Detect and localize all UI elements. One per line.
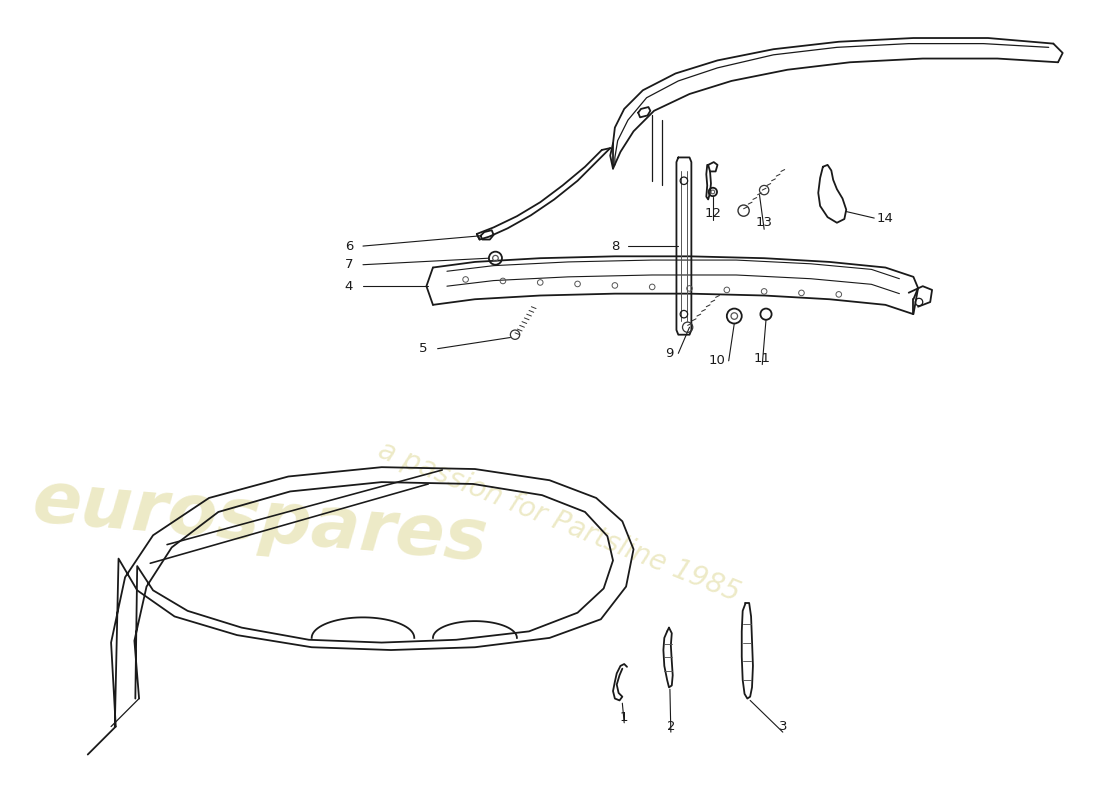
Text: 3: 3	[779, 720, 786, 733]
Text: 1: 1	[620, 710, 628, 724]
Text: 5: 5	[419, 342, 428, 355]
Text: 2: 2	[667, 720, 675, 733]
Text: 8: 8	[610, 239, 619, 253]
Text: 13: 13	[756, 216, 772, 230]
Text: 6: 6	[344, 239, 353, 253]
Text: 10: 10	[710, 354, 726, 367]
Text: 11: 11	[754, 351, 771, 365]
Text: 4: 4	[344, 280, 353, 293]
Text: a passion for Partsline 1985: a passion for Partsline 1985	[374, 436, 744, 607]
Text: 7: 7	[344, 258, 353, 271]
Text: 14: 14	[877, 211, 894, 225]
Text: 12: 12	[704, 207, 722, 220]
Text: 9: 9	[664, 347, 673, 360]
Text: eurospares: eurospares	[30, 467, 491, 575]
